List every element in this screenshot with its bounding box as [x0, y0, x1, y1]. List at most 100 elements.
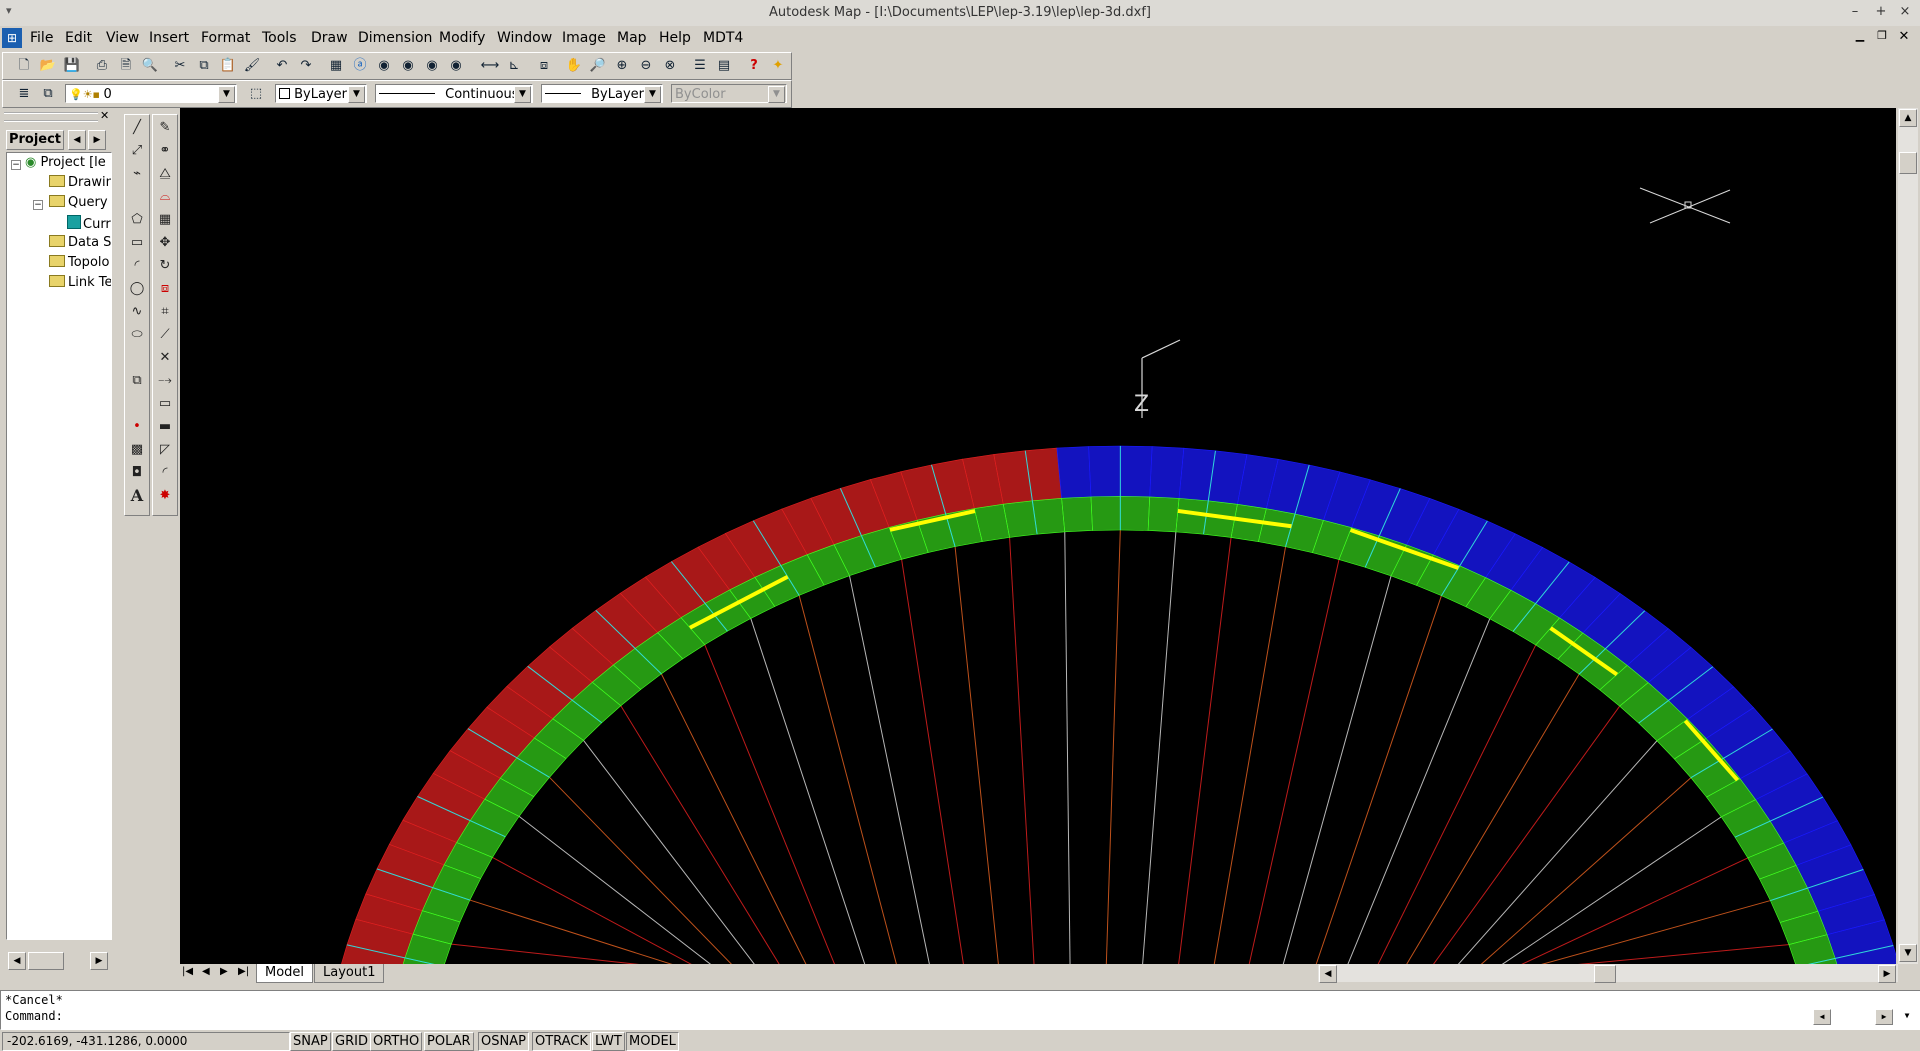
- arc-icon[interactable]: ◜: [134, 258, 140, 273]
- layer-dropdown[interactable]: 💡☀▪ 0 ▼: [65, 84, 237, 103]
- coordinates-display[interactable]: -202.6169, -431.1286, 0.0000: [2, 1032, 290, 1051]
- panel-grip[interactable]: [4, 112, 98, 122]
- fillet-icon[interactable]: ◜: [162, 465, 168, 480]
- spline-icon[interactable]: ∿: [131, 304, 143, 319]
- layer-manager-icon[interactable]: ≣: [18, 86, 30, 101]
- explode-icon[interactable]: ✸: [159, 488, 171, 503]
- rotate-icon[interactable]: ↻: [159, 258, 171, 273]
- break-icon[interactable]: ▭: [158, 396, 172, 411]
- undo-icon[interactable]: ↶: [276, 58, 288, 73]
- new-icon[interactable]: 🗋: [18, 58, 30, 73]
- tree-item-topologies[interactable]: Topolo: [49, 255, 109, 270]
- menu-modify[interactable]: Modify: [439, 30, 486, 46]
- ellipse-icon[interactable]: ⬭: [131, 327, 143, 342]
- globe-1-icon[interactable]: ◉: [378, 58, 390, 73]
- mirror-icon[interactable]: ⧋: [159, 166, 171, 181]
- design-center-icon[interactable]: ▦: [329, 58, 343, 73]
- construction-line-icon[interactable]: ⤢: [131, 143, 143, 158]
- menu-mdt4[interactable]: MDT4: [703, 30, 744, 46]
- minimize-button[interactable]: –: [1851, 4, 1859, 19]
- copy-icon[interactable]: ⧉: [199, 58, 209, 73]
- tree-item-link-templates[interactable]: Link Te: [49, 275, 111, 290]
- osnap-toggle[interactable]: OSNAP: [478, 1032, 529, 1051]
- erase-icon[interactable]: ✎: [159, 120, 171, 135]
- redo-icon[interactable]: ↷: [300, 58, 312, 73]
- globe-3-icon[interactable]: ◉: [426, 58, 438, 73]
- scroll-up-button[interactable]: ▲: [1899, 109, 1917, 127]
- menu-map[interactable]: Map: [617, 30, 647, 46]
- extend-icon[interactable]: ⤍: [158, 373, 172, 388]
- scale-icon[interactable]: ⧈: [160, 281, 170, 296]
- horizontal-scrollbar[interactable]: ◀ ▶: [1318, 964, 1898, 983]
- zoom-realtime-icon[interactable]: 🔎: [589, 58, 607, 73]
- stretch-icon[interactable]: ⌗: [161, 304, 169, 319]
- array-icon[interactable]: ▦: [158, 212, 172, 227]
- scroll-left-button[interactable]: ◀: [1319, 965, 1337, 983]
- distance-icon[interactable]: ⟷: [480, 58, 500, 73]
- menu-window[interactable]: Window: [497, 30, 553, 46]
- tree-scroll-left-button[interactable]: ◀: [8, 952, 26, 970]
- lwt-toggle[interactable]: LWT: [592, 1032, 625, 1051]
- command-window[interactable]: *Cancel* Command: ◀ ▶ ▼: [0, 990, 1920, 1030]
- tab-project[interactable]: Project: [6, 130, 64, 150]
- cut-icon[interactable]: ✂: [174, 58, 186, 73]
- ucs-icon[interactable]: ⊾: [508, 58, 520, 73]
- break-at-point-icon[interactable]: ▬: [158, 419, 172, 434]
- scroll-thumb[interactable]: [1899, 152, 1917, 174]
- menu-dimension[interactable]: Dimension: [358, 30, 433, 46]
- help-icon[interactable]: ?: [750, 58, 758, 73]
- multiline-text-icon[interactable]: A: [130, 486, 144, 505]
- zoom-window-icon[interactable]: ⊕: [616, 58, 628, 73]
- tree-scroll-right-button[interactable]: ▶: [90, 952, 108, 970]
- polygon-icon[interactable]: ⬠: [131, 212, 143, 227]
- rectangle-icon[interactable]: ▭: [130, 235, 144, 250]
- command-scroll-right-button[interactable]: ▶: [1875, 1009, 1893, 1025]
- command-scroll-left-button[interactable]: ◀: [1813, 1009, 1831, 1025]
- drawing-canvas[interactable]: Z: [180, 108, 1896, 964]
- menu-insert[interactable]: Insert: [149, 30, 190, 46]
- zoom-extents-icon[interactable]: ⊗: [664, 58, 676, 73]
- print-preview-icon[interactable]: 🗎: [120, 58, 132, 73]
- tree-item-drawings[interactable]: Drawin: [49, 175, 111, 190]
- grid-toggle[interactable]: GRID: [332, 1032, 371, 1051]
- menu-tools[interactable]: Tools: [262, 30, 297, 46]
- close-button[interactable]: ×: [1899, 4, 1911, 19]
- tree-item-current[interactable]: Curr: [67, 215, 111, 232]
- save-icon[interactable]: 💾: [63, 58, 81, 73]
- offset-icon[interactable]: ⌓: [159, 189, 171, 204]
- system-menu-icon[interactable]: ▾: [6, 4, 12, 17]
- maximize-button[interactable]: +: [1875, 4, 1887, 19]
- tab-first-icon[interactable]: |◀: [182, 966, 194, 977]
- tab-prev-icon[interactable]: ◀: [202, 966, 210, 977]
- scroll-down-button[interactable]: ▼: [1899, 944, 1917, 962]
- scroll-right-button[interactable]: ▶: [1878, 965, 1896, 983]
- line-icon[interactable]: ╱: [133, 120, 141, 135]
- ortho-toggle[interactable]: ORTHO: [370, 1032, 423, 1051]
- open-icon[interactable]: 📂: [39, 58, 57, 73]
- vertical-scrollbar[interactable]: ▲ ▼: [1898, 108, 1918, 964]
- color-dropdown[interactable]: ByLayer ▼: [275, 84, 367, 103]
- today-icon[interactable]: ✦: [772, 58, 784, 73]
- tree-scroll-thumb[interactable]: [28, 952, 64, 970]
- menu-format[interactable]: Format: [201, 30, 251, 46]
- tab-next-icon[interactable]: ▶: [220, 966, 228, 977]
- make-layer-current-icon[interactable]: ⧉: [43, 86, 53, 101]
- lengthen-icon[interactable]: ⟋: [160, 327, 170, 342]
- tab-last-icon[interactable]: ▶|: [238, 966, 250, 977]
- snap-toggle[interactable]: SNAP: [290, 1032, 331, 1051]
- doc-minimize-button[interactable]: ▁: [1855, 29, 1865, 42]
- menu-view[interactable]: View: [106, 30, 140, 46]
- globe-4-icon[interactable]: ◉: [450, 58, 462, 73]
- tab-layout1[interactable]: Layout1: [314, 964, 385, 983]
- print-icon[interactable]: ⎙: [96, 58, 108, 73]
- paste-icon[interactable]: 📋: [219, 58, 237, 73]
- zoom-previous-icon[interactable]: ⊖: [640, 58, 652, 73]
- menu-file[interactable]: File: [30, 30, 54, 46]
- layer-previous-icon[interactable]: ⬚: [249, 86, 263, 101]
- tab-scroll-right-button[interactable]: ▶: [88, 130, 106, 150]
- properties-icon[interactable]: ☰: [694, 58, 706, 73]
- panel-close-icon[interactable]: ✕: [100, 109, 110, 122]
- expand-collapse-icon[interactable]: −: [11, 160, 21, 170]
- lineweight-dropdown[interactable]: ByLayer ▼: [541, 84, 663, 103]
- adcenter-icon[interactable]: ▤: [717, 58, 731, 73]
